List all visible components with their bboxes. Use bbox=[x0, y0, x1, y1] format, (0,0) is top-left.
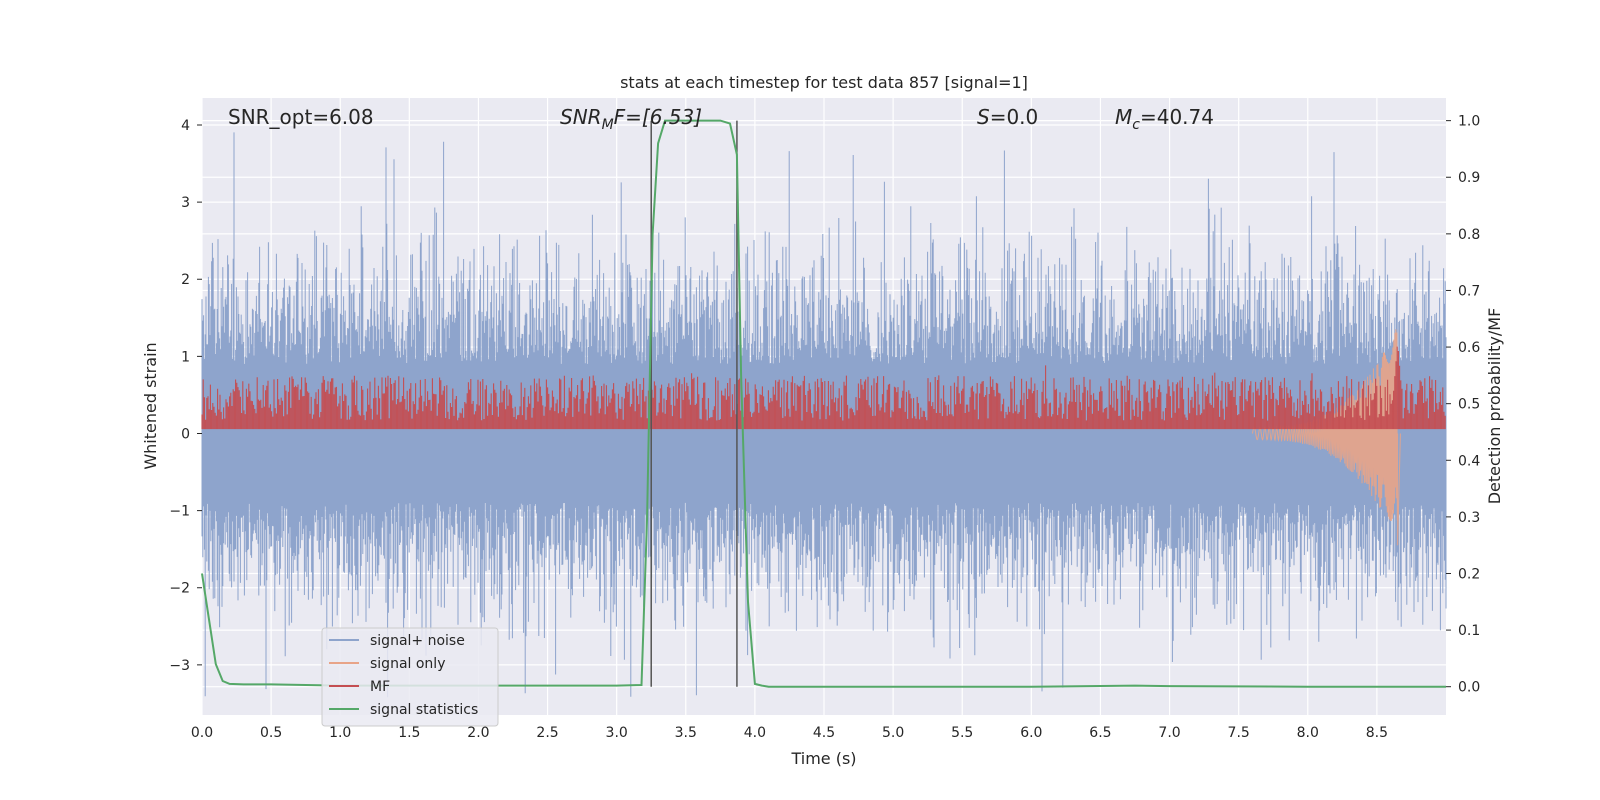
annotation-mc-rest: =40.74 bbox=[1140, 105, 1214, 129]
x-tick-label: 8.5 bbox=[1366, 725, 1388, 741]
legend-box bbox=[321, 627, 499, 727]
annotation-snr-opt: SNR_opt=6.08 bbox=[228, 105, 374, 129]
y-right-tick-label: 0.0 bbox=[1458, 680, 1480, 696]
x-tick-label: 1.0 bbox=[329, 725, 351, 741]
x-tick-label: 6.0 bbox=[1020, 725, 1042, 741]
annotation-mc: Mc=40.74 bbox=[1115, 105, 1214, 133]
x-tick-label: 0.0 bbox=[191, 725, 213, 741]
x-tick-label: 5.0 bbox=[882, 725, 904, 741]
x-tick-label: 2.5 bbox=[536, 725, 558, 741]
signal-statistics-line bbox=[201, 119, 1446, 688]
annotation-s: S=0.0 bbox=[977, 105, 1038, 129]
y-right-tick-label: 0.3 bbox=[1458, 510, 1480, 526]
x-tick-label: 7.0 bbox=[1158, 725, 1180, 741]
x-tick-label: 4.5 bbox=[813, 725, 835, 741]
x-tick-label: 8.0 bbox=[1297, 725, 1319, 741]
y-tick-label: −1 bbox=[169, 504, 190, 520]
y-tick-label: 4 bbox=[181, 118, 190, 134]
annotation-snr-mf-rest: F=[6.53] bbox=[614, 105, 702, 129]
x-tick-label: 3.5 bbox=[675, 725, 697, 741]
legend-label-stat: signal statistics bbox=[370, 702, 478, 718]
x-tick-label: 6.5 bbox=[1089, 725, 1111, 741]
y-right-tick-label: 0.8 bbox=[1458, 227, 1480, 243]
x-tick-label: 0.5 bbox=[260, 725, 282, 741]
y-right-tick-label: 0.7 bbox=[1458, 283, 1480, 299]
legend-label-noise: signal+ noise bbox=[370, 633, 465, 649]
y-right-tick-label: 0.4 bbox=[1458, 453, 1480, 469]
annotation-s-rest: =0.0 bbox=[990, 105, 1039, 129]
annotation-s-main: S bbox=[977, 105, 990, 129]
y-tick-label: 1 bbox=[181, 349, 190, 365]
chart-title: stats at each timestep for test data 857… bbox=[620, 73, 1028, 92]
annotation-mc-sub: c bbox=[1132, 117, 1140, 133]
x-tick-label: 3.0 bbox=[606, 725, 628, 741]
annotation-snr-mf-main: SNR bbox=[560, 105, 602, 129]
y-axis-label: Whitened strain bbox=[141, 342, 160, 469]
y-right-tick-label: 0.6 bbox=[1458, 340, 1480, 356]
x-tick-label: 1.5 bbox=[398, 725, 420, 741]
annotation-mc-main: M bbox=[1115, 105, 1132, 129]
signal-statistics-series bbox=[201, 119, 1446, 688]
x-tick-label: 5.5 bbox=[951, 725, 973, 741]
annotation-snr-mf-sub: M bbox=[602, 117, 614, 133]
y-right-tick-label: 0.2 bbox=[1458, 566, 1480, 582]
x-tick-label: 7.5 bbox=[1228, 725, 1250, 741]
y-right-tick-label: 0.9 bbox=[1458, 170, 1480, 186]
y-tick-label: 3 bbox=[181, 195, 190, 211]
y-right-axis-label: Detection probability/MF bbox=[1485, 308, 1504, 505]
vertical-markers bbox=[650, 120, 738, 687]
legend-label-signal-only: signal only bbox=[370, 656, 445, 672]
y-axis-ticks: −3 −2 −1 0 1 2 3 4 bbox=[169, 118, 202, 674]
x-axis-ticks: 0.0 0.5 1.0 1.5 2.0 2.5 3.0 3.5 4.0 4.5 5.0 5.5 6.0 6… bbox=[191, 725, 1388, 741]
y-right-tick-label: 0.5 bbox=[1458, 397, 1480, 413]
legend-label-mf: MF bbox=[370, 679, 390, 695]
legend: signal+ noise signal only MF signal stat… bbox=[321, 627, 499, 727]
y-tick-label: 2 bbox=[181, 272, 190, 288]
y-right-axis-ticks: 0.0 0.1 0.2 0.3 0.4 0.5 0.6 0.7 0.8 0.9 1.0 bbox=[1446, 114, 1480, 696]
mf-line bbox=[201, 346, 1446, 430]
x-tick-label: 4.0 bbox=[744, 725, 766, 741]
annotation-snr-mf: SNRMF=[6.53] bbox=[560, 105, 702, 133]
y-tick-label: −3 bbox=[169, 658, 190, 674]
x-tick-label: 2.0 bbox=[467, 725, 489, 741]
y-tick-label: −2 bbox=[169, 581, 190, 597]
y-right-tick-label: 1.0 bbox=[1458, 114, 1480, 130]
y-right-tick-label: 0.1 bbox=[1458, 623, 1480, 639]
x-axis-label: Time (s) bbox=[790, 749, 856, 768]
mf-series bbox=[201, 346, 1446, 430]
y-tick-label: 0 bbox=[181, 426, 190, 442]
